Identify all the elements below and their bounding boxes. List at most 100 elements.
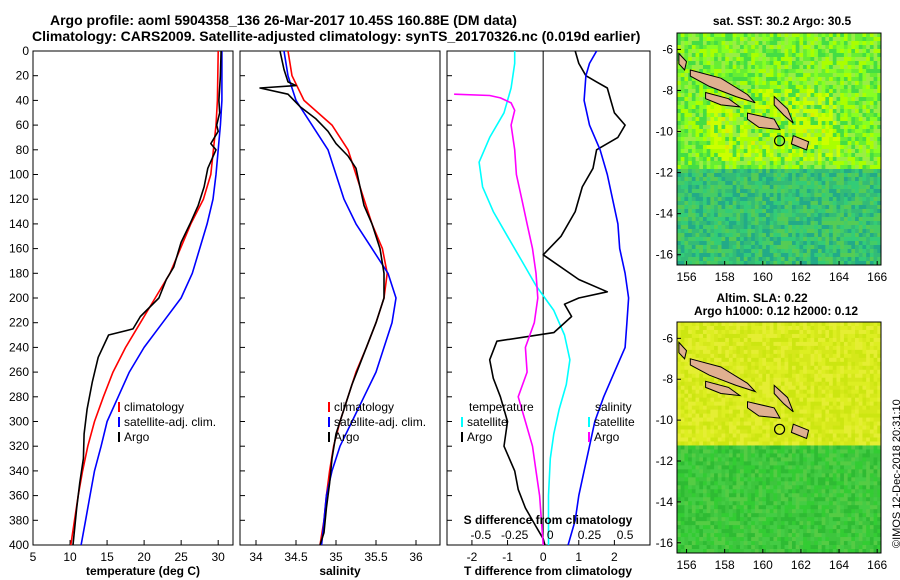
sst-map-cell [814, 65, 819, 70]
sst-map-cell [803, 177, 808, 182]
sst-map-cell [817, 149, 823, 154]
sla-map-cell [740, 373, 745, 379]
sst-map-cell [806, 161, 811, 166]
sst-map-cell [866, 205, 871, 210]
sst-map-cell [732, 193, 737, 198]
sst-map-cell [728, 105, 734, 110]
sst-map-cell [732, 133, 737, 138]
sla-map-cell [866, 349, 871, 355]
sst-map-cell [695, 177, 700, 182]
sla-map-cell [832, 325, 837, 331]
difference-panel [446, 50, 651, 546]
sst-map-cell [714, 229, 719, 234]
sst-map-cell [784, 89, 789, 94]
sla-map-cell [836, 377, 841, 383]
sst-map-cell [766, 225, 771, 230]
sst-map-cell [754, 169, 759, 174]
sst-map-cell [714, 145, 719, 150]
sla-map-cell [725, 361, 730, 367]
sla-map-cell [684, 393, 689, 399]
sla-map-cell [866, 322, 871, 327]
sla-map-cell [829, 337, 834, 343]
sst-map-cell [706, 173, 711, 178]
sst-map-cell [688, 33, 693, 38]
sst-map-cell [758, 197, 763, 202]
sst-map-cell [788, 49, 793, 54]
sst-map-cell [855, 153, 860, 158]
sst-map-cell [684, 133, 689, 138]
sst-map-cell [710, 57, 715, 62]
sla-map-cell [877, 397, 882, 403]
sst-map-cell [817, 249, 823, 254]
sst-map-cell [699, 241, 704, 246]
sla-map-cell [855, 333, 860, 339]
sst-map-cell [866, 41, 871, 46]
sst-map-cell [862, 241, 867, 246]
sla-map-cell [829, 425, 834, 430]
sla-map-cell [847, 385, 852, 391]
sst-map-cell [829, 37, 834, 42]
sst-map-cell [691, 253, 696, 258]
sst-map-cell [714, 205, 719, 210]
sla-map-cell [743, 365, 748, 371]
sst-map-cell [821, 253, 826, 258]
sst-map-cell [836, 181, 841, 186]
sst-map-cell [821, 61, 826, 66]
sla-map-cell [691, 429, 696, 434]
sst-map-cell [751, 125, 756, 130]
sst-map-cell [710, 153, 715, 158]
sst-lon-label: 166 [867, 270, 887, 284]
sst-map-cell [717, 185, 722, 190]
sst-map-cell [810, 121, 815, 126]
sst-map-cell [869, 189, 874, 194]
sst-map-cell [821, 229, 826, 234]
sst-map-cell [721, 69, 726, 74]
sst-map-cell [773, 45, 778, 50]
sla-map-cell [710, 429, 715, 434]
sst-map-cell [688, 169, 693, 174]
sla-map-cell [795, 353, 800, 359]
sst-map-cell [691, 105, 696, 110]
sst-map-cell [784, 93, 789, 98]
sst-map-cell [840, 233, 845, 238]
sla-map-cell [780, 325, 785, 331]
sla-map-cell [751, 345, 756, 351]
sst-map-cell [799, 241, 804, 246]
sst-map-cell [795, 97, 800, 102]
sla-map-cell [858, 389, 863, 395]
sla-map-cell [851, 397, 856, 403]
sst-map-cell [866, 145, 871, 150]
sst-map-cell [721, 257, 726, 262]
sst-map-cell [814, 201, 819, 206]
sla-map-cell [743, 405, 748, 411]
sst-map-cell [714, 149, 719, 154]
sst-map-cell [754, 253, 759, 258]
sla-map-cell [714, 405, 719, 411]
sst-map-cell [810, 253, 815, 258]
sst-map-cell [743, 69, 748, 74]
sst-map-cell [843, 181, 849, 186]
sla-map-cell [691, 409, 696, 414]
sst-map-cell [858, 97, 863, 102]
sst-map-cell [677, 237, 682, 242]
sst-map-cell [836, 177, 841, 182]
sla-map-cell [695, 333, 700, 339]
sst-map-cell [799, 149, 804, 154]
sst-map-cell [751, 213, 756, 218]
sst-map-cell [855, 249, 860, 254]
sst-map-cell [702, 229, 708, 234]
sst-map-cell [717, 125, 722, 130]
sst-map-cell [725, 185, 730, 190]
sla-map-cell [791, 405, 797, 411]
sst-map-cell [740, 97, 745, 102]
sst-map-cell [688, 249, 693, 254]
sst-map-cell [791, 249, 797, 254]
sla-map-cell [699, 421, 704, 426]
sst-map-cell [706, 161, 711, 166]
sst-map-cell [851, 213, 856, 218]
sst-map-cell [754, 229, 759, 234]
difference-xtick-label: 1 [575, 550, 582, 564]
sst-map-cell [743, 89, 748, 94]
sst-map-cell [777, 81, 782, 86]
sla-map-cell [866, 421, 871, 426]
